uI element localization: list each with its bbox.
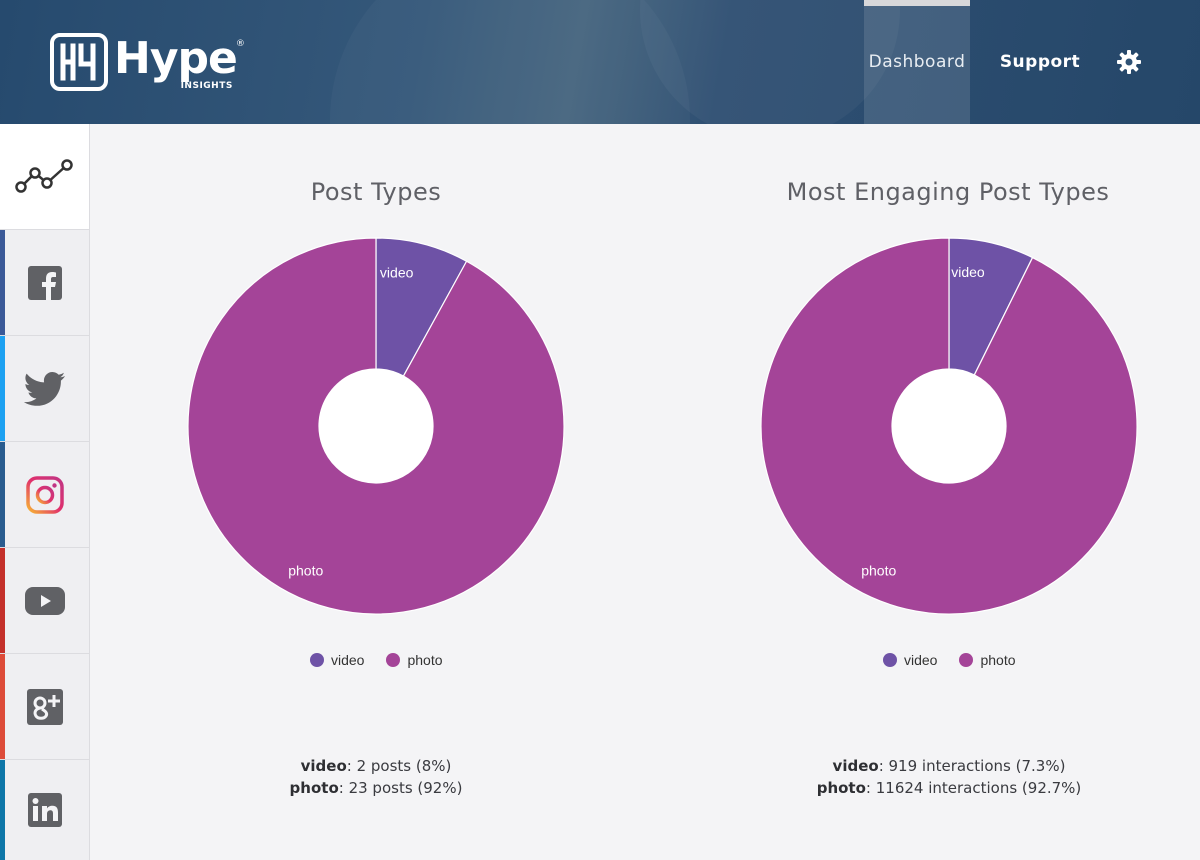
settings-button[interactable] (1108, 0, 1150, 124)
app-header: Hype INSIGHTS ® Dashboard Support (0, 0, 1200, 124)
legend-label: photo (980, 652, 1016, 668)
header-decoration (330, 0, 690, 124)
facebook-stripe (0, 230, 5, 335)
brand-logo[interactable]: Hype INSIGHTS ® (50, 33, 245, 93)
facebook-icon (27, 265, 62, 300)
instagram-icon (25, 475, 64, 514)
summary-value: : 23 posts (92%) (338, 779, 463, 797)
legend-dot-photo (386, 653, 401, 667)
header-decoration (640, 0, 900, 124)
logo-name: Hype (114, 33, 238, 84)
sidebar-item-linkedin[interactable] (0, 760, 89, 860)
legend-dot-video (883, 653, 897, 667)
donut-hole (319, 369, 433, 483)
sidebar-item-twitter[interactable] (0, 336, 89, 442)
sidebar-item-instagram[interactable] (0, 442, 89, 548)
legend-most-engaging: video photo (883, 652, 1038, 668)
legend-label: photo (407, 652, 443, 668)
summary-row-video: video: 919 interactions (7.3%) (749, 755, 1149, 777)
slice-label-video: video (951, 264, 985, 280)
legend-label: video (904, 652, 938, 668)
summary-label: video (832, 757, 879, 775)
logo-mark-icon (50, 33, 108, 91)
youtube-icon (24, 586, 65, 615)
summary-label: photo (816, 779, 866, 797)
nav-support[interactable]: Support (999, 52, 1081, 72)
linkedin-stripe (0, 760, 5, 860)
legend-entry-video[interactable]: video (883, 652, 937, 668)
summary-value: : 2 posts (8%) (346, 757, 452, 775)
logo-subtitle: INSIGHTS (180, 81, 233, 91)
social-sidebar (0, 124, 90, 860)
summary-row-photo: photo: 11624 interactions (92.7%) (749, 777, 1149, 799)
summary-label: photo (289, 779, 339, 797)
sidebar-item-google-plus[interactable] (0, 654, 89, 760)
summary-value: : 11624 interactions (92.7%) (865, 779, 1082, 797)
logo-wordmark: Hype INSIGHTS ® (114, 33, 245, 91)
legend-entry-video[interactable]: video (310, 652, 364, 668)
legend-post-types: video photo (310, 652, 465, 668)
sidebar-item-youtube[interactable] (0, 548, 89, 654)
summary-most-engaging: video: 919 interactions (7.3%) photo: 11… (749, 755, 1149, 799)
donut-hole (892, 369, 1006, 483)
slice-label-video: video (380, 264, 414, 280)
summary-row-video: video: 2 posts (8%) (176, 755, 576, 777)
youtube-stripe (0, 548, 5, 653)
chart-title-post-types: Post Types (310, 178, 442, 206)
instagram-stripe (0, 442, 5, 547)
analytics-icon (14, 158, 73, 193)
donut-chart-post-types: video photo (187, 237, 565, 615)
chart-title-most-engaging: Most Engaging Post Types (786, 178, 1110, 206)
linkedin-icon (27, 793, 62, 827)
logo-registered-mark: ® (235, 39, 245, 49)
twitter-stripe (0, 336, 5, 441)
summary-post-types: video: 2 posts (8%) photo: 23 posts (92%… (176, 755, 576, 799)
slice-label-photo: photo (288, 562, 323, 578)
legend-entry-photo[interactable]: photo (386, 652, 443, 668)
legend-entry-photo[interactable]: photo (959, 652, 1016, 668)
summary-label: video (300, 757, 347, 775)
legend-dot-video (310, 653, 324, 667)
legend-dot-photo (959, 653, 974, 667)
gear-icon (1117, 50, 1141, 74)
summary-row-photo: photo: 23 posts (92%) (176, 777, 576, 799)
twitter-icon (23, 371, 65, 406)
sidebar-item-facebook[interactable] (0, 230, 89, 336)
slice-label-photo: photo (861, 562, 896, 578)
donut-chart-most-engaging: video photo (760, 237, 1138, 615)
google-plus-icon (26, 688, 63, 725)
sidebar-item-analytics[interactable] (0, 124, 89, 230)
summary-value: : 919 interactions (7.3%) (878, 757, 1066, 775)
legend-label: video (331, 652, 365, 668)
nav-dashboard[interactable]: Dashboard (864, 0, 970, 124)
google-plus-stripe (0, 654, 5, 759)
